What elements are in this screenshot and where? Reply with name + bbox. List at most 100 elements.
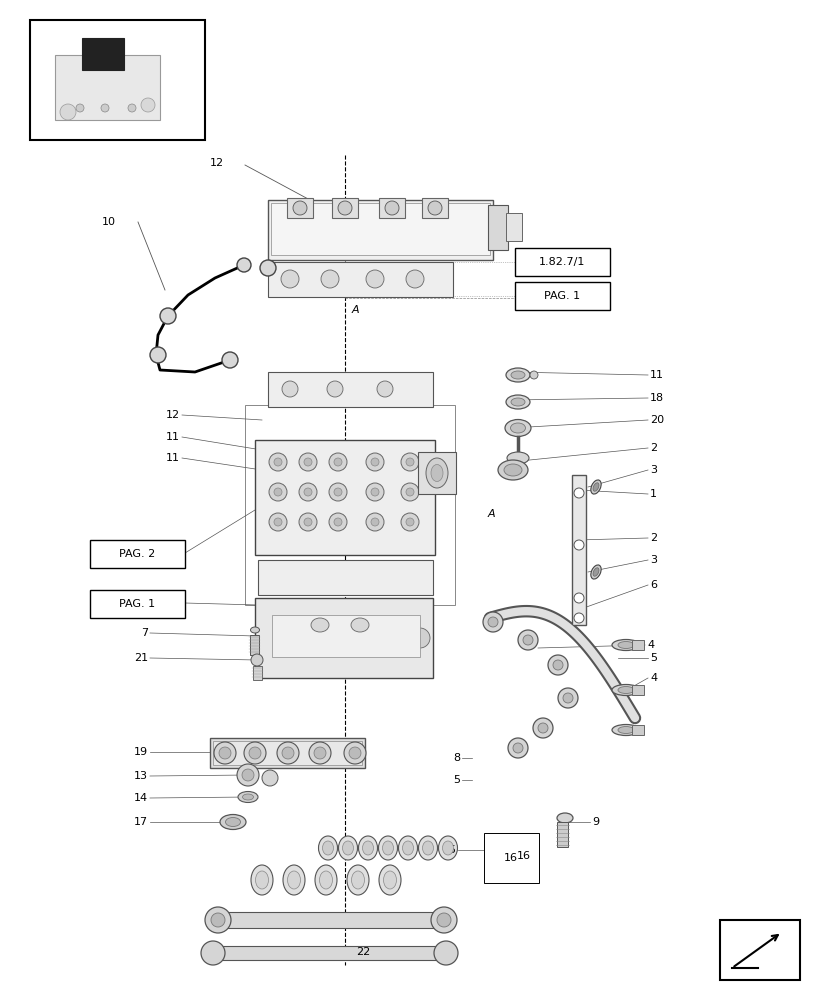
Bar: [514, 248, 609, 276]
Ellipse shape: [592, 568, 598, 576]
Circle shape: [573, 593, 583, 603]
Circle shape: [573, 613, 583, 623]
Circle shape: [328, 483, 347, 501]
Bar: [557, 822, 567, 847]
Circle shape: [333, 458, 342, 466]
Circle shape: [237, 258, 251, 272]
Ellipse shape: [617, 726, 633, 734]
Circle shape: [400, 483, 418, 501]
Ellipse shape: [592, 483, 598, 491]
Text: 4: 4: [649, 673, 657, 683]
Circle shape: [261, 770, 278, 786]
Bar: [245, 405, 455, 605]
Text: 13: 13: [134, 771, 148, 781]
Ellipse shape: [322, 841, 333, 855]
Circle shape: [400, 453, 418, 471]
Circle shape: [299, 513, 317, 531]
Circle shape: [370, 628, 390, 648]
Circle shape: [428, 201, 442, 215]
Ellipse shape: [351, 618, 369, 632]
Ellipse shape: [402, 841, 413, 855]
Circle shape: [205, 907, 231, 933]
Circle shape: [275, 628, 294, 648]
Text: 12: 12: [210, 158, 224, 168]
Circle shape: [211, 913, 225, 927]
Circle shape: [150, 347, 165, 363]
Bar: [268, 200, 492, 260]
Bar: [509, 845, 538, 867]
Circle shape: [366, 270, 384, 288]
Ellipse shape: [398, 836, 417, 860]
Bar: [30, 20, 205, 140]
Bar: [487, 205, 508, 250]
Text: 17: 17: [134, 817, 148, 827]
Bar: [213, 946, 447, 960]
Text: 20: 20: [649, 415, 663, 425]
Ellipse shape: [256, 871, 268, 889]
Bar: [255, 440, 434, 555]
Text: 3: 3: [649, 555, 656, 565]
Ellipse shape: [611, 724, 639, 736]
Ellipse shape: [505, 368, 529, 382]
Ellipse shape: [529, 371, 538, 379]
Circle shape: [304, 518, 312, 526]
Text: 8: 8: [452, 753, 460, 763]
Ellipse shape: [242, 794, 253, 800]
Bar: [332, 198, 357, 218]
Bar: [418, 452, 456, 494]
Text: PAG. 2: PAG. 2: [119, 549, 155, 559]
Circle shape: [274, 488, 282, 496]
Text: 22: 22: [356, 947, 370, 957]
Circle shape: [433, 941, 457, 965]
Circle shape: [222, 352, 237, 368]
Circle shape: [366, 453, 384, 471]
Ellipse shape: [617, 642, 633, 648]
Ellipse shape: [251, 627, 259, 633]
Ellipse shape: [510, 423, 525, 433]
Bar: [631, 685, 643, 695]
Bar: [218, 912, 446, 928]
Circle shape: [60, 104, 76, 120]
Circle shape: [321, 270, 338, 288]
Ellipse shape: [611, 684, 639, 696]
Text: 11: 11: [649, 370, 663, 380]
Circle shape: [304, 458, 312, 466]
Ellipse shape: [442, 841, 453, 855]
Circle shape: [128, 104, 136, 112]
Circle shape: [308, 742, 331, 764]
Circle shape: [299, 483, 317, 501]
Circle shape: [370, 458, 379, 466]
Text: A: A: [487, 509, 495, 519]
Text: 16: 16: [504, 853, 518, 863]
Bar: [287, 198, 313, 218]
Ellipse shape: [347, 865, 369, 895]
Circle shape: [573, 488, 583, 498]
Circle shape: [318, 628, 337, 648]
Text: 10: 10: [102, 217, 116, 227]
Bar: [719, 920, 799, 980]
Text: 11: 11: [165, 432, 179, 442]
Circle shape: [557, 688, 577, 708]
Bar: [272, 615, 419, 657]
Circle shape: [482, 612, 502, 632]
Text: 4: 4: [646, 640, 653, 650]
Text: 14: 14: [134, 793, 148, 803]
Circle shape: [293, 201, 307, 215]
Circle shape: [533, 718, 552, 738]
Circle shape: [370, 518, 379, 526]
Ellipse shape: [237, 791, 258, 802]
Ellipse shape: [338, 836, 357, 860]
Circle shape: [405, 518, 414, 526]
Circle shape: [269, 483, 287, 501]
Circle shape: [274, 518, 282, 526]
Ellipse shape: [287, 871, 300, 889]
Text: 9: 9: [591, 817, 599, 827]
Text: 2: 2: [649, 443, 657, 453]
Bar: [55, 55, 160, 120]
Circle shape: [523, 635, 533, 645]
Circle shape: [376, 381, 393, 397]
Ellipse shape: [497, 460, 528, 480]
Ellipse shape: [311, 618, 328, 632]
Bar: [422, 198, 447, 218]
Ellipse shape: [319, 871, 332, 889]
